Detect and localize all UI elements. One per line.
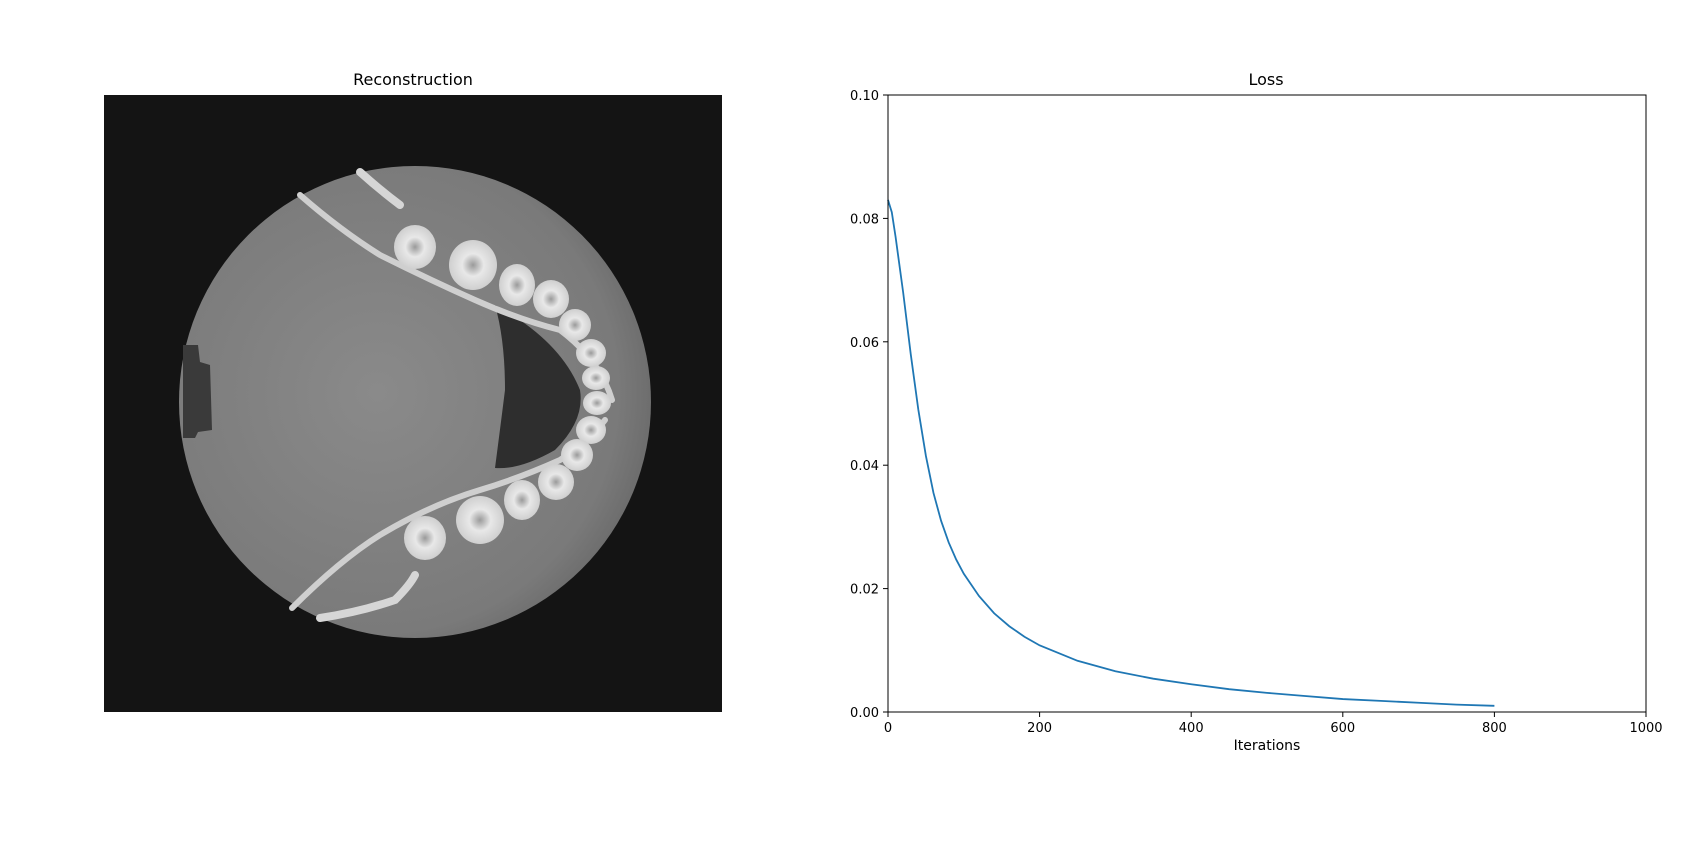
plot-frame	[887, 94, 1647, 713]
loss-title: Loss	[1248, 70, 1283, 89]
teeth	[394, 225, 611, 560]
y-tick-label: 0.10	[850, 89, 879, 104]
x-tick-label: 200	[1027, 721, 1052, 736]
loss-series-line	[887, 199, 1495, 707]
y-axis-ticks: 0.00 0.02 0.04 0.06 0.08 0.10	[850, 89, 888, 721]
x-tick-label: 400	[1179, 721, 1204, 736]
reconstruction-image	[104, 95, 722, 712]
y-tick-label: 0.00	[850, 706, 879, 721]
y-tick-label: 0.08	[850, 212, 879, 227]
reconstruction-title: Reconstruction	[353, 70, 473, 89]
x-tick-label: 800	[1482, 721, 1507, 736]
loss-chart: 0.00 0.02 0.04 0.06 0.08 0.10 0 200 400 600 800 10…	[850, 89, 1663, 754]
x-tick-label: 0	[884, 721, 892, 736]
x-tick-label: 600	[1330, 721, 1355, 736]
x-axis-ticks: 0 200 400 600 800 1000	[884, 712, 1663, 736]
y-tick-label: 0.02	[850, 583, 879, 598]
y-tick-label: 0.04	[850, 459, 879, 474]
y-tick-label: 0.06	[850, 336, 879, 351]
x-axis-label: Iterations	[1234, 738, 1301, 754]
x-tick-label: 1000	[1629, 721, 1662, 736]
